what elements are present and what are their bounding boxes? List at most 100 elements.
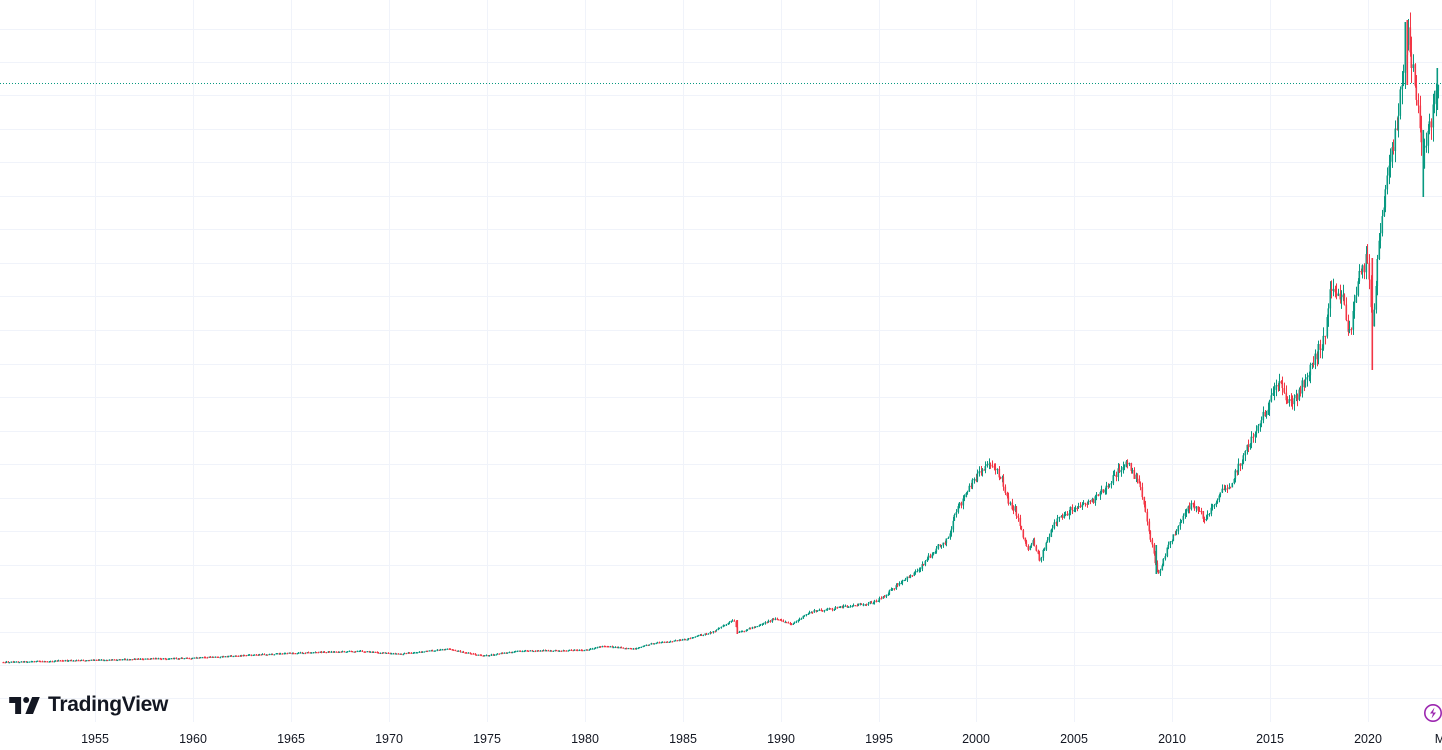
candle bbox=[655, 642, 658, 645]
candle bbox=[1257, 425, 1260, 431]
candle bbox=[607, 646, 610, 648]
candle bbox=[513, 651, 516, 653]
candle bbox=[784, 621, 787, 624]
candle bbox=[653, 643, 656, 645]
candle bbox=[363, 651, 366, 653]
candle bbox=[518, 650, 521, 652]
candle bbox=[397, 653, 400, 655]
candle bbox=[483, 655, 486, 657]
candle bbox=[1419, 105, 1422, 129]
candle bbox=[1280, 381, 1283, 384]
candle bbox=[43, 661, 46, 663]
candle bbox=[350, 650, 353, 653]
candle bbox=[351, 651, 354, 653]
candle bbox=[1104, 489, 1107, 493]
candle bbox=[976, 473, 979, 482]
candle bbox=[1055, 522, 1058, 524]
candle bbox=[988, 463, 991, 465]
candle bbox=[1135, 474, 1138, 479]
candle bbox=[385, 652, 388, 654]
candle bbox=[609, 646, 612, 648]
candle bbox=[1415, 85, 1418, 100]
candle bbox=[1014, 506, 1017, 511]
candle bbox=[131, 659, 134, 661]
candle bbox=[648, 644, 651, 646]
candle bbox=[909, 575, 912, 579]
candle bbox=[1224, 488, 1227, 491]
candle bbox=[79, 660, 82, 662]
candle bbox=[405, 652, 408, 655]
candle bbox=[23, 661, 26, 663]
candle bbox=[407, 652, 410, 654]
candle bbox=[98, 659, 101, 661]
candle bbox=[746, 629, 749, 631]
candle bbox=[505, 652, 508, 654]
candle bbox=[273, 654, 276, 656]
candle bbox=[439, 649, 442, 651]
time-axis-label: 1955 bbox=[81, 732, 109, 746]
candle bbox=[62, 660, 65, 662]
time-axis[interactable]: 1955 1960 1965 1970 1975 1980 1985 1990 1995 2000… bbox=[0, 722, 1442, 750]
candle bbox=[1040, 557, 1043, 561]
candle bbox=[449, 648, 452, 650]
candle bbox=[851, 605, 854, 608]
candle bbox=[596, 647, 599, 649]
candle bbox=[867, 603, 870, 605]
candle bbox=[22, 661, 25, 663]
candle bbox=[736, 620, 739, 634]
candle bbox=[1113, 474, 1116, 476]
candle bbox=[1311, 363, 1314, 365]
tradingview-logo[interactable]: TradingView bbox=[9, 693, 168, 717]
candle bbox=[957, 506, 960, 513]
candle bbox=[196, 657, 199, 659]
candle bbox=[479, 654, 482, 656]
candle bbox=[1267, 409, 1270, 415]
candle bbox=[865, 604, 868, 606]
candle bbox=[611, 646, 614, 648]
candle bbox=[1357, 281, 1360, 296]
candle bbox=[1314, 353, 1317, 365]
candle bbox=[492, 654, 495, 656]
candle bbox=[945, 538, 948, 543]
candle bbox=[511, 652, 514, 654]
candle bbox=[20, 661, 23, 663]
candle bbox=[178, 658, 181, 660]
candle bbox=[1389, 161, 1392, 166]
candle bbox=[1340, 297, 1343, 300]
candle bbox=[859, 603, 862, 605]
candle bbox=[1185, 511, 1188, 513]
lightning-badge-icon[interactable] bbox=[1423, 703, 1442, 723]
candle bbox=[1188, 506, 1191, 510]
candle bbox=[338, 651, 341, 653]
chart-plot-area[interactable] bbox=[0, 0, 1442, 722]
candle bbox=[382, 652, 385, 654]
candle bbox=[369, 651, 372, 653]
candle bbox=[1241, 463, 1244, 466]
candle bbox=[309, 652, 312, 654]
candle bbox=[996, 468, 999, 471]
candle bbox=[168, 658, 171, 660]
candle bbox=[645, 644, 648, 647]
candle bbox=[146, 658, 149, 660]
candle bbox=[506, 652, 509, 654]
candle bbox=[255, 654, 258, 656]
candle bbox=[284, 653, 287, 655]
candle bbox=[433, 650, 436, 652]
candle bbox=[147, 658, 150, 660]
candle bbox=[452, 649, 455, 651]
candle bbox=[1396, 128, 1399, 131]
candle bbox=[1379, 233, 1382, 241]
candle bbox=[413, 652, 416, 654]
candle bbox=[821, 610, 824, 612]
candle bbox=[1378, 240, 1381, 259]
candle bbox=[446, 648, 449, 650]
candle bbox=[49, 661, 52, 663]
candle bbox=[833, 609, 836, 611]
candle bbox=[1432, 104, 1435, 128]
candle bbox=[307, 652, 310, 654]
candle bbox=[913, 572, 916, 576]
candle bbox=[139, 658, 142, 660]
candle bbox=[1260, 420, 1263, 424]
candle bbox=[1011, 502, 1014, 510]
